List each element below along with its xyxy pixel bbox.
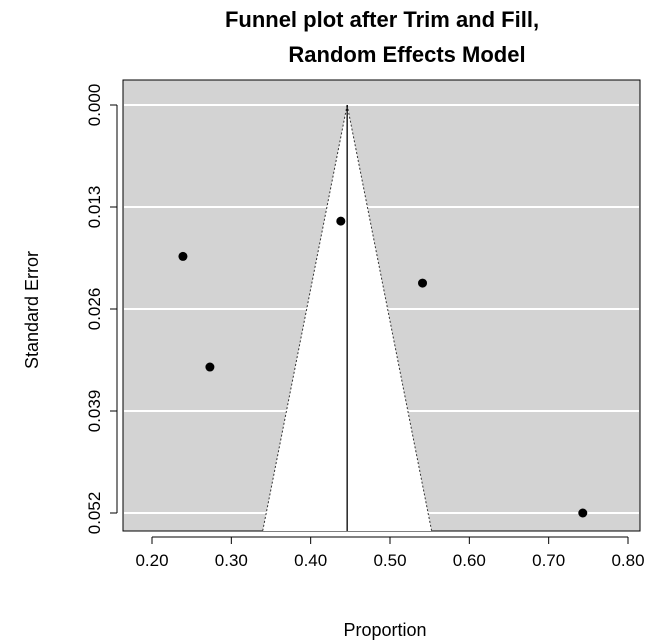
y-tick-label: 0.013 bbox=[85, 186, 104, 229]
funnel-left-boundary bbox=[262, 104, 348, 532]
x-tick-label: 0.60 bbox=[453, 551, 486, 570]
chart-title-line-1: Funnel plot after Trim and Fill, bbox=[225, 7, 539, 32]
x-tick-label: 0.70 bbox=[532, 551, 565, 570]
chart-title-line-2: Random Effects Model bbox=[288, 42, 525, 67]
y-axis: 0.000 0.013 0.026 0.039 0.052 bbox=[85, 84, 118, 535]
x-axis: 0.20 0.30 0.40 0.50 0.60 0.70 0.80 bbox=[135, 536, 645, 570]
x-tick-label: 0.30 bbox=[215, 551, 248, 570]
x-tick-label: 0.50 bbox=[373, 551, 406, 570]
data-point bbox=[178, 251, 188, 261]
x-tick-label: 0.80 bbox=[611, 551, 644, 570]
x-axis-title: Proportion bbox=[343, 620, 426, 640]
funnel-right-boundary bbox=[346, 104, 433, 532]
y-tick-label: 0.000 bbox=[85, 84, 104, 127]
data-points bbox=[178, 216, 588, 518]
data-point bbox=[205, 362, 215, 372]
data-point bbox=[418, 278, 428, 288]
x-tick-label: 0.40 bbox=[294, 551, 327, 570]
y-tick-label: 0.026 bbox=[85, 288, 104, 331]
y-tick-label: 0.052 bbox=[85, 492, 104, 535]
data-point bbox=[336, 216, 346, 226]
y-tick-label: 0.039 bbox=[85, 390, 104, 433]
y-axis-title: Standard Error bbox=[22, 251, 42, 369]
data-point bbox=[578, 508, 588, 518]
x-tick-label: 0.20 bbox=[135, 551, 168, 570]
